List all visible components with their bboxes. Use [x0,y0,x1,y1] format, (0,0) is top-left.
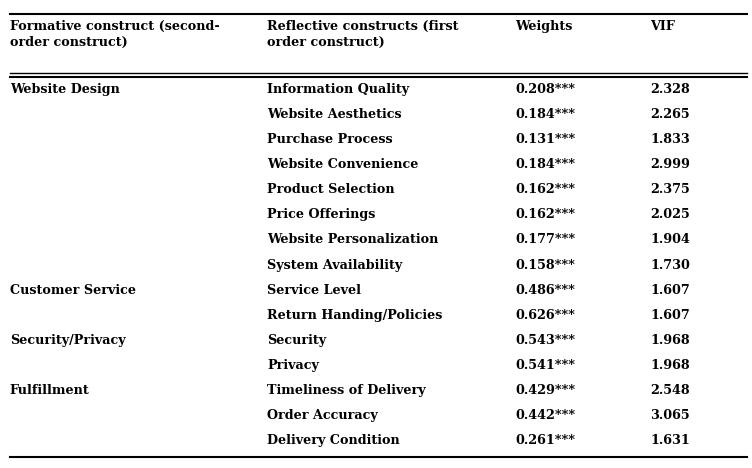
Text: 0.543***: 0.543*** [515,334,575,347]
Text: Security: Security [267,334,326,347]
Text: VIF: VIF [650,20,675,33]
Text: Website Convenience: Website Convenience [267,158,418,171]
Text: 1.968: 1.968 [650,358,690,372]
Text: Information Quality: Information Quality [267,83,409,96]
Text: Reflective constructs (first
order construct): Reflective constructs (first order const… [267,20,459,49]
Text: 0.184***: 0.184*** [515,108,575,121]
Text: 0.158***: 0.158*** [515,258,575,271]
Text: 0.131***: 0.131*** [515,133,575,146]
Text: 2.265: 2.265 [650,108,690,121]
Text: 0.626***: 0.626*** [515,308,575,322]
Text: 0.162***: 0.162*** [515,183,575,197]
Text: 1.730: 1.730 [650,258,690,271]
Text: 3.065: 3.065 [650,409,690,422]
Text: System Availability: System Availability [267,258,402,271]
Text: 2.328: 2.328 [650,83,690,96]
Text: 1.904: 1.904 [650,234,690,247]
Text: Privacy: Privacy [267,358,319,372]
Text: Return Handing/Policies: Return Handing/Policies [267,308,442,322]
Text: Service Level: Service Level [267,284,361,297]
Text: 2.999: 2.999 [650,158,690,171]
Text: 1.631: 1.631 [650,434,690,447]
Text: Product Selection: Product Selection [267,183,395,197]
Text: Security/Privacy: Security/Privacy [10,334,126,347]
Text: Website Aesthetics: Website Aesthetics [267,108,402,121]
Text: 1.968: 1.968 [650,334,690,347]
Text: 2.025: 2.025 [650,208,690,221]
Text: 0.442***: 0.442*** [515,409,575,422]
Text: 2.375: 2.375 [650,183,690,197]
Text: 1.833: 1.833 [650,133,690,146]
Text: Price Offerings: Price Offerings [267,208,375,221]
Text: 1.607: 1.607 [650,284,690,297]
Text: Timeliness of Delivery: Timeliness of Delivery [267,384,426,397]
Text: Delivery Condition: Delivery Condition [267,434,400,447]
Text: 0.429***: 0.429*** [515,384,575,397]
Text: Customer Service: Customer Service [10,284,136,297]
Text: Weights: Weights [515,20,572,33]
Text: 0.261***: 0.261*** [515,434,575,447]
Text: 0.184***: 0.184*** [515,158,575,171]
Text: Formative construct (second-
order construct): Formative construct (second- order const… [10,20,220,49]
Text: Order Accuracy: Order Accuracy [267,409,378,422]
Text: 0.486***: 0.486*** [515,284,575,297]
Text: Website Design: Website Design [10,83,120,96]
Text: Purchase Process: Purchase Process [267,133,393,146]
Text: Website Personalization: Website Personalization [267,234,438,247]
Text: 0.208***: 0.208*** [515,83,575,96]
Text: 0.162***: 0.162*** [515,208,575,221]
Text: 0.177***: 0.177*** [515,234,575,247]
Text: 0.541***: 0.541*** [515,358,575,372]
Text: Fulfillment: Fulfillment [10,384,89,397]
Text: 1.607: 1.607 [650,308,690,322]
Text: 2.548: 2.548 [650,384,690,397]
